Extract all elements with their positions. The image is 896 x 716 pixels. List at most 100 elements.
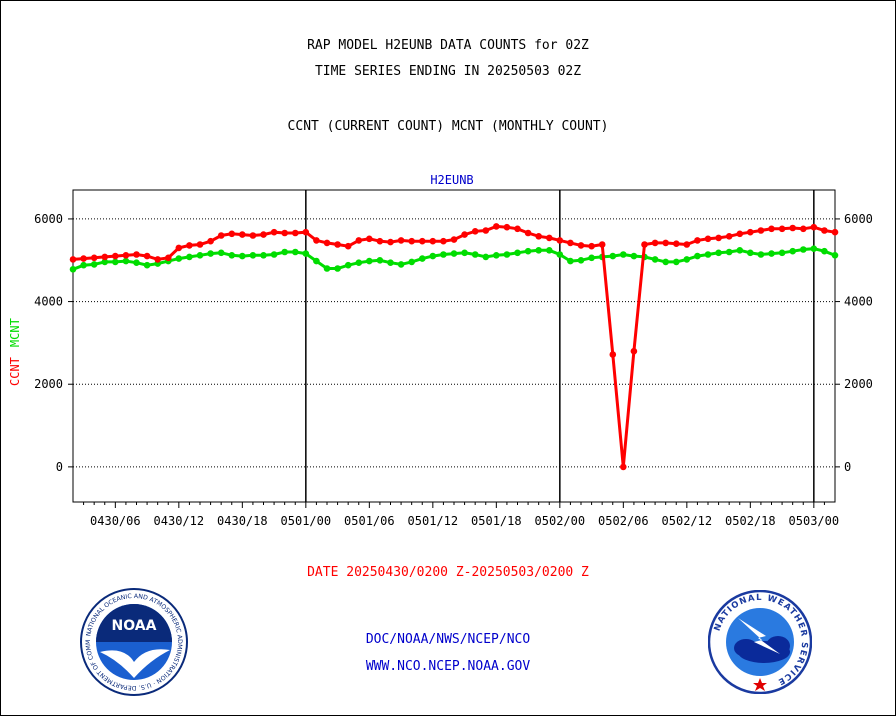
x-tick-label: 0430/18 [217, 514, 268, 528]
data-point-mcnt [567, 257, 574, 265]
data-point-mcnt [143, 261, 151, 269]
data-point-mcnt [302, 250, 310, 257]
data-point-ccnt [154, 256, 161, 263]
data-point-ccnt [207, 237, 214, 245]
x-tick-label: 0430/06 [90, 514, 141, 528]
data-point-ccnt [281, 229, 289, 237]
data-point-mcnt [778, 249, 786, 257]
data-point-ccnt [397, 237, 405, 244]
data-point-ccnt [493, 223, 500, 230]
data-point-mcnt [207, 250, 214, 257]
data-point-mcnt [122, 257, 130, 265]
data-point-mcnt [419, 255, 426, 262]
data-point-mcnt [461, 249, 468, 257]
data-point-ccnt [302, 228, 310, 236]
data-point-ccnt [270, 228, 278, 236]
page-subtitle: TIME SERIES ENDING IN 20250503 02Z [314, 64, 582, 79]
x-tick-label: 0501/06 [344, 514, 395, 528]
data-point-ccnt [90, 254, 98, 262]
data-point-mcnt [747, 249, 754, 257]
data-point-mcnt [186, 253, 193, 261]
x-tick-label: 0502/18 [725, 514, 776, 528]
data-point-mcnt [429, 252, 437, 260]
data-point-mcnt [725, 248, 733, 256]
data-point-ccnt [577, 242, 585, 249]
data-point-mcnt [101, 258, 109, 266]
data-point-mcnt [588, 254, 595, 262]
data-point-ccnt [503, 223, 511, 231]
legend-description: CCNT (CURRENT COUNT) MCNT (MONTHLY COUNT… [287, 119, 609, 134]
data-point-mcnt [800, 246, 807, 253]
data-point-ccnt [768, 225, 775, 233]
y-tick-label-right: 4000 [844, 295, 873, 309]
data-point-ccnt [694, 237, 701, 244]
data-point-ccnt [101, 253, 109, 261]
data-point-mcnt [768, 250, 775, 257]
data-point-ccnt [757, 227, 765, 234]
data-point-ccnt [789, 224, 796, 232]
grid-lines [73, 190, 835, 502]
x-tick-label: 0503/00 [789, 514, 840, 528]
data-point-mcnt [831, 252, 839, 259]
data-point-ccnt [535, 233, 542, 240]
data-point-mcnt [228, 252, 236, 259]
data-point-mcnt [90, 261, 98, 268]
data-point-ccnt [69, 256, 77, 263]
data-point-mcnt [217, 249, 225, 257]
data-point-ccnt [228, 230, 236, 238]
data-point-mcnt [556, 251, 564, 258]
data-point-mcnt [651, 256, 659, 263]
series-line-ccnt [72, 224, 836, 468]
y-axis-title-mcnt: MCNT [8, 318, 22, 347]
y-tick-label-right: 2000 [844, 377, 873, 391]
data-point-ccnt [567, 239, 574, 247]
data-point-ccnt [387, 238, 394, 246]
data-point-ccnt [704, 235, 712, 243]
data-point-ccnt [524, 229, 532, 237]
data-point-ccnt [112, 252, 119, 260]
data-point-mcnt [482, 253, 490, 261]
data-point-mcnt [471, 251, 479, 258]
data-point-ccnt [260, 231, 267, 238]
data-point-mcnt [524, 247, 532, 255]
data-point-mcnt [376, 257, 384, 264]
nws-seal-icon: NATIONAL WEATHER SERVICE [708, 590, 812, 694]
data-point-mcnt [175, 255, 183, 262]
data-point-ccnt [461, 231, 468, 238]
data-point-ccnt [514, 225, 521, 233]
data-point-mcnt [260, 252, 267, 259]
data-point-mcnt [757, 251, 765, 258]
data-point-mcnt [704, 251, 712, 258]
data-point-mcnt [397, 261, 405, 268]
data-point-ccnt [609, 351, 617, 358]
data-point-ccnt [133, 251, 140, 258]
data-point-ccnt [292, 229, 299, 237]
y-tick-label-left: 6000 [34, 212, 63, 226]
data-point-mcnt [334, 265, 341, 272]
date-range-label: DATE 20250430/0200 Z-20250503/0200 Z [307, 565, 589, 580]
data-point-mcnt [133, 259, 140, 267]
data-point-ccnt [471, 228, 479, 235]
data-point-ccnt [725, 233, 733, 240]
data-point-ccnt [440, 237, 447, 245]
y-tick-label-left: 0 [56, 460, 63, 474]
x-tick-label: 0502/06 [598, 514, 649, 528]
data-point-ccnt [546, 234, 553, 242]
data-point-ccnt [323, 239, 331, 247]
data-point-ccnt [747, 228, 754, 236]
data-point-ccnt [620, 463, 627, 471]
data-point-ccnt [598, 241, 606, 248]
data-point-mcnt [683, 256, 691, 263]
data-point-ccnt [249, 232, 257, 239]
data-point-ccnt [673, 240, 680, 247]
data-point-mcnt [715, 249, 722, 257]
y-axis-title-ccnt: CCNT [8, 357, 22, 386]
y-tick-label-right: 0 [844, 460, 851, 474]
data-point-mcnt [387, 259, 394, 267]
data-point-ccnt [186, 242, 193, 249]
data-point-mcnt [270, 251, 278, 258]
series-layer [69, 223, 839, 471]
website-link[interactable]: WWW.NCO.NCEP.NOAA.GOV [365, 659, 531, 674]
data-point-ccnt [165, 254, 172, 262]
data-point-mcnt [292, 248, 299, 256]
